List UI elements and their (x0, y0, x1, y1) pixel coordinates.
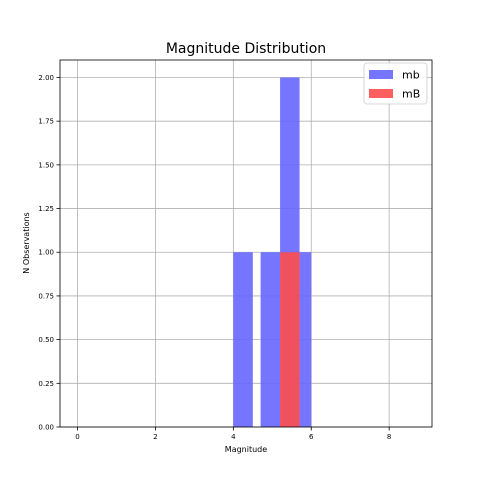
y-tick-label: 0.50 (38, 336, 54, 344)
x-tick-label: 4 (231, 433, 236, 441)
x-axis-label: Magnitude (225, 445, 267, 454)
bar-mb (260, 252, 281, 427)
bar-mb (280, 252, 300, 427)
legend-label-mb: mB (402, 88, 420, 101)
y-tick-label: 1.50 (38, 161, 54, 169)
x-axis-ticks: 0 2 4 6 8 (75, 427, 391, 441)
bar-mb (299, 252, 312, 427)
y-tick-label: 1.25 (38, 205, 54, 213)
y-tick-label: 0.75 (38, 292, 54, 300)
y-tick-label: 1.75 (38, 118, 54, 126)
y-axis-ticks: 0.00 0.25 0.50 0.75 1.00 1.25 1.50 1.75 2.00 (38, 74, 60, 432)
bars (233, 77, 312, 427)
y-tick-label: 1.00 (38, 249, 54, 257)
legend-swatch-mb (369, 70, 393, 79)
x-tick-label: 2 (153, 433, 157, 441)
x-tick-label: 6 (309, 433, 314, 441)
plot-frame (59, 59, 433, 428)
x-tick-label: 8 (387, 433, 391, 441)
chart-title: Magnitude Distribution (166, 41, 326, 57)
x-tick-label: 0 (75, 433, 79, 441)
y-tick-label: 0.25 (38, 380, 54, 388)
y-axis-label: N Observations (22, 212, 31, 273)
bar-mb (233, 252, 253, 427)
y-tick-label: 0.00 (38, 424, 54, 432)
legend-label-mb: mb (402, 69, 420, 82)
y-tick-label: 2.00 (38, 74, 54, 82)
legend-swatch-mb (369, 89, 393, 98)
legend: mb mB (363, 62, 428, 105)
